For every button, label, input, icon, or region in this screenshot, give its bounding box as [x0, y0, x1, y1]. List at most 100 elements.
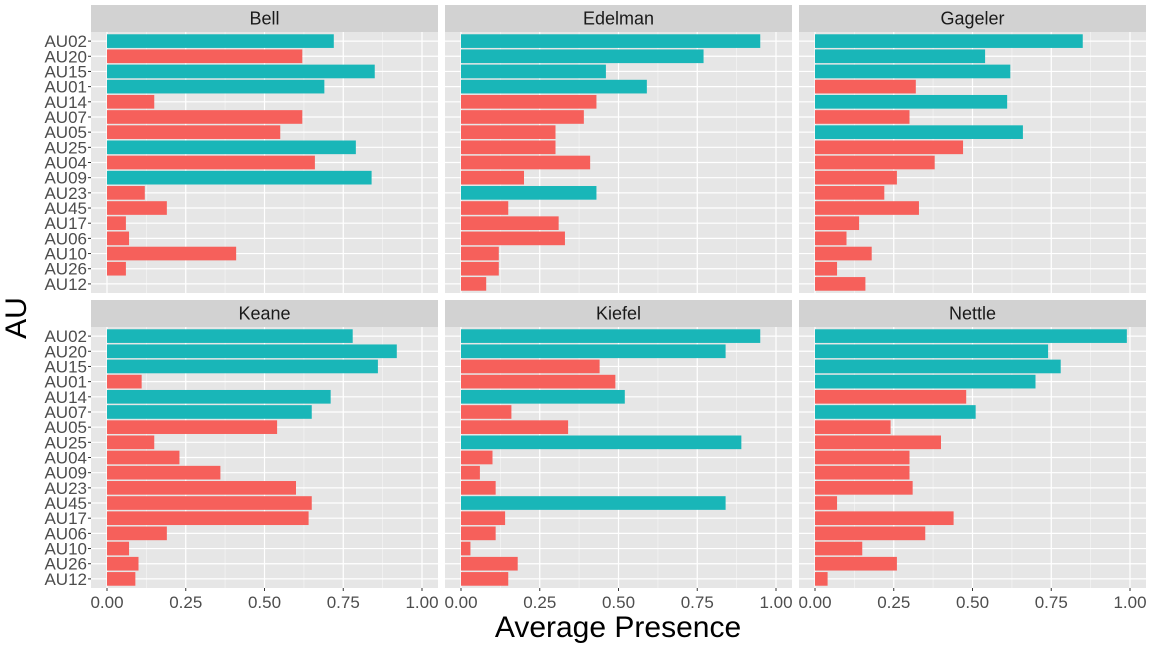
facet-strip-label: Kiefel — [596, 304, 641, 324]
bar-au06 — [461, 231, 565, 246]
bar-au06 — [461, 526, 496, 541]
facet-panel-nettle: Nettle — [799, 300, 1146, 588]
facet-panel-edelman: Edelman — [445, 5, 792, 293]
y-tick-label: AU07 — [44, 108, 87, 127]
bar-au02 — [107, 34, 334, 48]
bar-au02 — [815, 329, 1127, 343]
bar-au14 — [107, 389, 331, 404]
x-tick-label: 0.00 — [444, 593, 477, 612]
bar-au02 — [461, 329, 761, 343]
bar-au07 — [815, 110, 910, 124]
bar-au26 — [815, 556, 897, 571]
y-tick-label: AU45 — [44, 494, 87, 513]
bar-au04 — [107, 155, 315, 170]
bar-au23 — [107, 481, 296, 495]
bar-au01 — [815, 79, 916, 94]
y-tick-label: AU09 — [44, 169, 87, 188]
bar-au04 — [107, 450, 180, 465]
x-tick-label: 0.50 — [956, 593, 989, 612]
bar-au04 — [461, 450, 493, 465]
x-tick-label: 0.75 — [1035, 593, 1068, 612]
bar-au04 — [815, 155, 935, 170]
y-tick-label: AU02 — [44, 327, 87, 346]
bar-au06 — [815, 231, 847, 246]
facet-strip-label: Nettle — [949, 304, 996, 324]
bar-au07 — [461, 405, 512, 419]
bar-au06 — [107, 526, 167, 541]
bar-au09 — [461, 465, 480, 480]
bar-au20 — [107, 49, 303, 64]
bar-au07 — [815, 405, 976, 419]
y-tick-label: AU20 — [44, 47, 87, 66]
bar-au23 — [815, 481, 913, 495]
bar-au09 — [107, 465, 221, 480]
bar-au05 — [107, 420, 278, 434]
y-tick-label: AU12 — [44, 570, 87, 589]
facet-strip-label: Gageler — [940, 9, 1004, 29]
facet-strip-label: Keane — [238, 304, 290, 324]
bar-au15 — [461, 359, 600, 374]
bar-au12 — [815, 277, 866, 291]
facet-panel-bell: Bell — [91, 5, 438, 293]
bar-au25 — [815, 435, 941, 450]
bar-au05 — [107, 125, 281, 139]
y-tick-label: AU23 — [44, 184, 87, 203]
bar-au02 — [107, 329, 353, 343]
bar-au15 — [107, 359, 378, 374]
bar-au05 — [815, 420, 891, 434]
bar-au20 — [815, 49, 986, 64]
y-tick-label: AU01 — [44, 78, 87, 97]
y-tick-label: AU07 — [44, 403, 87, 422]
y-tick-label: AU23 — [44, 479, 87, 498]
bar-au14 — [107, 94, 155, 109]
facet-panel-gageler: Gageler — [799, 5, 1146, 293]
bar-au12 — [815, 572, 828, 586]
y-tick-label: AU04 — [44, 154, 87, 173]
bar-au09 — [815, 170, 897, 185]
y-tick-label: AU15 — [44, 62, 87, 81]
y-tick-label: AU26 — [44, 260, 87, 279]
bar-au17 — [461, 216, 559, 231]
x-tick-label: 0.25 — [169, 593, 202, 612]
bar-au45 — [461, 201, 509, 215]
bar-au14 — [461, 389, 625, 404]
x-tick-label: 1.00 — [1113, 593, 1146, 612]
x-tick-label: 0.50 — [602, 593, 635, 612]
bar-au01 — [461, 79, 647, 94]
y-tick-label: AU09 — [44, 464, 87, 483]
x-tick-label: 0.25 — [523, 593, 556, 612]
bar-au10 — [107, 541, 130, 556]
y-tick-label: AU02 — [44, 32, 87, 51]
bar-au17 — [107, 216, 126, 231]
bar-au20 — [815, 344, 1049, 359]
bar-au15 — [107, 64, 375, 79]
bar-au12 — [461, 277, 487, 291]
y-tick-label: AU10 — [44, 540, 87, 559]
facet-strip — [91, 5, 438, 32]
x-tick-label: 1.00 — [759, 593, 792, 612]
facet-strip-label: Bell — [249, 9, 279, 29]
bar-au20 — [461, 49, 704, 64]
facet-strip — [799, 300, 1146, 327]
bar-au23 — [107, 186, 145, 200]
bar-au01 — [461, 374, 616, 389]
y-tick-label: AU26 — [44, 555, 87, 574]
bar-au09 — [461, 170, 524, 185]
y-tick-label: AU05 — [44, 418, 87, 437]
y-tick-label: AU06 — [44, 524, 87, 543]
y-tick-label: AU04 — [44, 449, 87, 468]
x-tick-label: 0.00 — [90, 593, 123, 612]
bar-au17 — [461, 511, 506, 526]
x-tick-label: 0.75 — [327, 593, 360, 612]
bar-au05 — [815, 125, 1023, 139]
bar-au14 — [815, 94, 1008, 109]
bar-au45 — [461, 496, 726, 510]
facet-strip — [445, 5, 792, 32]
bar-au26 — [107, 261, 126, 276]
bar-au10 — [461, 541, 471, 556]
bar-au25 — [107, 140, 356, 155]
y-tick-label: AU01 — [44, 373, 87, 392]
bar-au26 — [461, 261, 499, 276]
